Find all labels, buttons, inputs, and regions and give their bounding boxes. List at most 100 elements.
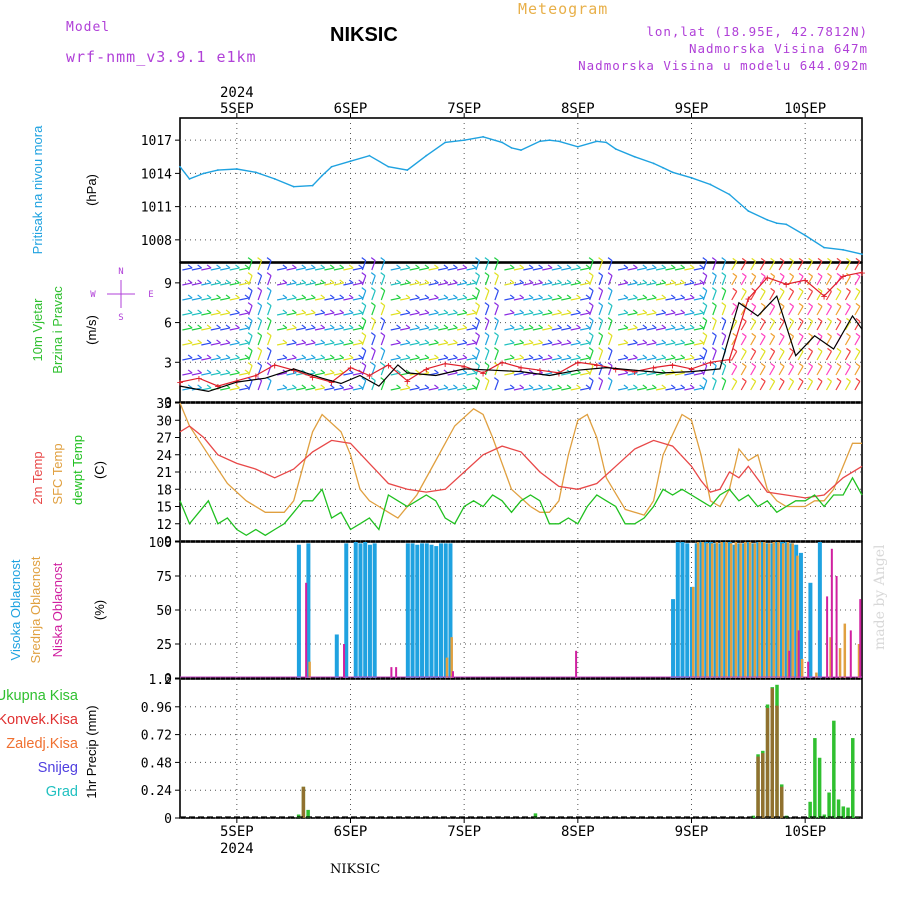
wind-barb-icon (320, 309, 326, 314)
wind-barb-icon (779, 257, 785, 262)
wind-barb-icon (816, 366, 823, 376)
wind-barb-icon (456, 267, 467, 271)
wind-barb-icon (324, 387, 335, 391)
wind-barb-icon (702, 275, 708, 286)
wind-barb-icon (731, 366, 738, 376)
wind-barb-icon (789, 287, 794, 292)
wind-barb-icon (750, 336, 757, 346)
pressure-point (368, 154, 371, 157)
wind-barb-icon (380, 332, 386, 337)
wind-barb-icon (484, 305, 490, 316)
wind-gust-marker: + (537, 364, 544, 377)
y-tick-label: 1017 (141, 134, 172, 149)
wind-barb-icon (585, 324, 591, 329)
cloud-bar-high (448, 543, 453, 678)
wind-barb-icon (494, 287, 499, 292)
wind-barb-icon (740, 336, 747, 346)
wind-barb-icon (400, 297, 411, 301)
wind-barb-icon (557, 294, 562, 299)
wind-barb-icon (348, 369, 354, 374)
pressure-point (557, 140, 560, 143)
wind-barb-icon (371, 275, 376, 286)
wind-barb-icon (721, 365, 727, 376)
wind-barb-icon (674, 312, 685, 316)
wind-barb-icon (711, 302, 717, 307)
wind-barb-icon (598, 257, 603, 262)
wind-barb-icon (542, 312, 553, 316)
wind-barb-icon (528, 354, 534, 359)
wind-barb-icon (329, 324, 335, 329)
wind-barb-icon (770, 302, 776, 307)
wind-barb-icon (769, 366, 776, 376)
wind-barb-icon (182, 342, 193, 346)
wind-barb-icon (370, 272, 376, 277)
wind-gust-marker: + (423, 363, 430, 376)
wind-gust-marker: + (347, 362, 354, 375)
wind-barb-icon (400, 327, 411, 331)
wind-barb-icon (817, 257, 823, 262)
wind-barb-icon (400, 342, 411, 346)
cloud-bar-mid (843, 623, 847, 678)
wind-barb-icon (314, 297, 325, 301)
wind-barb-icon (721, 332, 727, 337)
wind-gust-line (179, 271, 863, 387)
wind-barb-icon (684, 327, 695, 331)
wind-barb-icon (566, 384, 572, 389)
wind-barb-icon (286, 312, 297, 316)
wind-barb-icon (267, 320, 272, 331)
cloud-bar-high (363, 542, 368, 678)
wind-barb-icon (509, 384, 515, 389)
wind-barb-icon (396, 324, 401, 329)
wind-barb-icon (788, 306, 795, 316)
pressure-point (202, 172, 205, 175)
wind-barb-icon (352, 267, 363, 271)
wind-barb-icon (187, 264, 193, 269)
wind-barb-icon (352, 312, 363, 316)
wind-barb-icon (358, 294, 364, 299)
wind-barb-icon (358, 384, 364, 389)
wind-barb-icon (598, 350, 604, 361)
wind-barb-icon (361, 260, 367, 271)
wind-barb-icon (475, 260, 480, 271)
wind-barb-icon (220, 297, 231, 301)
wind-barb-icon (206, 264, 212, 269)
wind-barb-icon (825, 276, 832, 286)
wind-barb-icon (523, 282, 534, 286)
wind-barb-icon (405, 369, 411, 374)
wind-barb-icon (314, 267, 325, 271)
wind-barb-icon (760, 332, 766, 337)
wind-barb-icon (235, 264, 240, 269)
cloud-bar-low (390, 667, 393, 678)
precip-bar-total (832, 720, 836, 818)
wind-barb-icon (409, 297, 420, 301)
wind-barb-icon (646, 327, 657, 331)
wind-barb-icon (674, 342, 685, 346)
wind-barb-icon (229, 282, 240, 286)
wind-barb-icon (769, 306, 776, 316)
wind-barb-icon (415, 294, 420, 299)
wind-barb-icon (471, 294, 477, 299)
cloud-bar-mid (692, 586, 695, 678)
wind-barb-icon (617, 297, 628, 301)
wind-barb-icon (561, 387, 572, 391)
cloud-mid-axis-title: Srednja Oblacnost (28, 556, 43, 663)
cloud-bar-high (353, 542, 358, 678)
wind-barb-icon (699, 279, 705, 284)
wind-barb-icon (588, 257, 594, 262)
wind-barb-icon (789, 377, 794, 382)
wind-barb-icon (443, 339, 449, 344)
wind-barb-icon (370, 287, 376, 292)
wind-gust-marker: + (499, 356, 506, 369)
wind-barb-icon (689, 279, 695, 284)
wind-barb-icon (370, 257, 376, 262)
cloud-bar-mid (445, 657, 449, 678)
wind-barb-icon (751, 302, 757, 307)
wind-barb-icon (206, 309, 212, 314)
cloud-bar-high (415, 544, 420, 678)
y-tick-label: 21 (156, 466, 172, 481)
pressure-point (576, 145, 579, 148)
y-tick-label: 30 (156, 414, 172, 429)
wind-barb-icon (343, 297, 354, 301)
wind-barb-icon (588, 317, 594, 322)
wind-barb-icon (513, 342, 524, 346)
